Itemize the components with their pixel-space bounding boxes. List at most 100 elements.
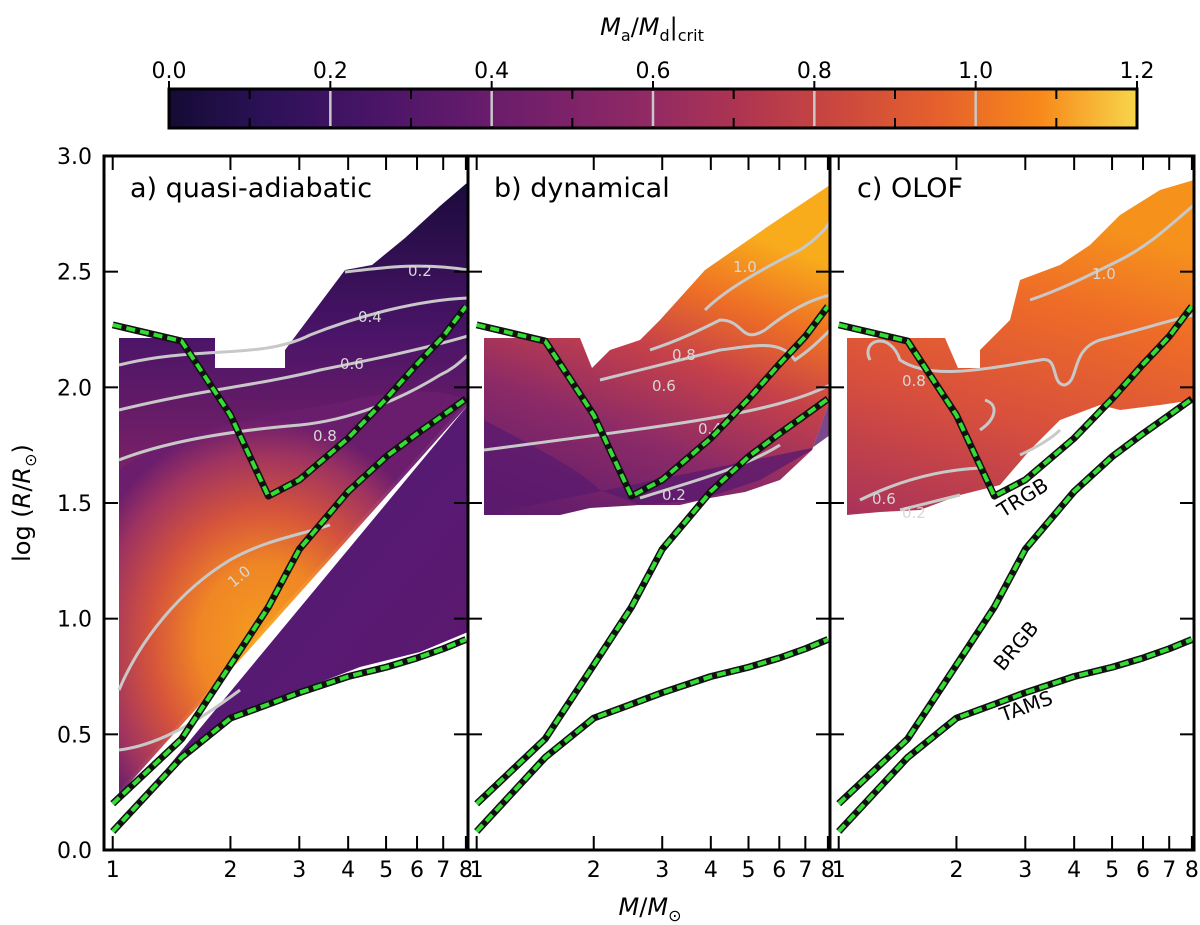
x-tick-label: 1 bbox=[832, 858, 846, 883]
x-tick-label: 1 bbox=[470, 858, 484, 883]
panel-c-contour-1.0 bbox=[1029, 203, 1194, 302]
panel-a-contour-1.0b bbox=[118, 688, 241, 752]
x-tick-label: 6 bbox=[1136, 858, 1150, 883]
x-tick-label: 5 bbox=[742, 858, 756, 883]
panel-a-contour-label-0.2: 0.2 bbox=[408, 262, 432, 280]
boundary-lines bbox=[110, 304, 1195, 834]
panel-a-contour-0.8 bbox=[118, 353, 468, 462]
x-tick-label: 4 bbox=[341, 858, 355, 883]
panel-c-contour-label-0.6: 0.6 bbox=[872, 490, 896, 508]
panel-c-contours bbox=[859, 203, 1194, 512]
x-tick-label: 4 bbox=[704, 858, 718, 883]
panel-c-heatmap bbox=[847, 180, 1194, 515]
y-axis-label: log (R/R⊙) bbox=[8, 444, 40, 562]
panel-b-contour-label-1.0: 1.0 bbox=[733, 258, 757, 276]
x-tick-label: 6 bbox=[410, 858, 424, 883]
boundary-brgb bbox=[111, 397, 468, 806]
x-tick-label: 8 bbox=[459, 858, 473, 883]
panel-b-contours bbox=[483, 221, 830, 500]
colorbar: Ma/Md|crit 0.0 0.2 0.4 0.6 0.8 1.0 1.2 bbox=[152, 13, 1155, 130]
boundary-brgb bbox=[475, 397, 830, 806]
panel-b-title: b) dynamical bbox=[494, 173, 670, 204]
boundary-trgb bbox=[112, 305, 468, 499]
y-tick-label: 0.0 bbox=[57, 839, 92, 864]
colorbar-label: Ma/Md|crit bbox=[600, 13, 704, 45]
x-tick-label: 7 bbox=[798, 858, 812, 883]
panel-b-contour-0.2 bbox=[639, 443, 781, 500]
panel-b: 1.0 0.8 0.6 0.4 0.2 bbox=[483, 185, 830, 515]
panel-b-heatmap bbox=[484, 185, 830, 515]
y-tick-label: 2.0 bbox=[57, 376, 92, 401]
panel-a-contour-0.2 bbox=[344, 264, 468, 274]
panel-b-contour-label-0.2: 0.2 bbox=[662, 486, 686, 504]
panel-c-contour-0.8b bbox=[979, 398, 996, 432]
x-axis-label: M/M⊙ bbox=[619, 893, 682, 925]
x-tick-label: 2 bbox=[587, 858, 601, 883]
panel-b-contour-label-0.8: 0.8 bbox=[672, 346, 696, 364]
y-tick-label: 3.0 bbox=[57, 145, 92, 170]
boundary-tams bbox=[837, 637, 1193, 833]
panel-c-contour-label-0.8: 0.8 bbox=[902, 372, 926, 390]
y-tick-label: 1.0 bbox=[57, 608, 92, 633]
x-tick-label: 4 bbox=[1067, 858, 1081, 883]
panel-a-contour-label-0.6: 0.6 bbox=[340, 355, 364, 373]
panel-b-contour-0.6 bbox=[599, 328, 830, 382]
x-tick-label: 2 bbox=[223, 858, 237, 883]
colorbar-ticks: 0.0 0.2 0.4 0.6 0.8 1.0 1.2 bbox=[152, 59, 1155, 128]
panel-b-contour-0.4 bbox=[483, 383, 830, 452]
panel-c-contour-0.8 bbox=[866, 313, 1194, 387]
panel-a-contour-0.4 bbox=[118, 296, 468, 367]
panel-a-title: a) quasi-adiabatic bbox=[130, 173, 372, 204]
boundary-tams bbox=[475, 637, 829, 833]
brgb-label: BRGB bbox=[988, 616, 1043, 675]
colorbar-tick-label: 0.2 bbox=[313, 59, 348, 84]
x-tick-label: 1 bbox=[106, 858, 120, 883]
colorbar-tick-label: 0.6 bbox=[636, 59, 671, 84]
panel-a-heatmap-lower bbox=[119, 405, 468, 826]
panel-b-contour-0.8 bbox=[649, 293, 830, 352]
colorbar-tick-label: 0.0 bbox=[152, 59, 187, 84]
x-tick-label: 7 bbox=[1162, 858, 1176, 883]
panel-c-title: c) OLOF bbox=[857, 173, 963, 204]
x-tick-label: 3 bbox=[1018, 858, 1032, 883]
colorbar-tick-label: 1.0 bbox=[958, 59, 993, 84]
y-tick-label: 0.5 bbox=[57, 723, 92, 748]
x-tick-label: 2 bbox=[949, 858, 963, 883]
axis-ticks: 1 2 3 4 5 6 7 81 2 3 4 5 6 7 81 2 3 4 5 6 7 80.00.51.01.52.02… bbox=[57, 145, 1199, 883]
y-tick-label: 1.5 bbox=[57, 492, 92, 517]
colorbar-tick-label: 0.8 bbox=[797, 59, 832, 84]
x-tick-label: 8 bbox=[821, 858, 835, 883]
x-tick-label: 3 bbox=[655, 858, 669, 883]
panel-c-contour-label-1.0: 1.0 bbox=[1092, 265, 1116, 283]
panel-a-contour-label-0.8: 0.8 bbox=[313, 427, 337, 445]
panel-c: 1.0 0.8 0.6 0.2 bbox=[847, 180, 1194, 522]
x-tick-label: 6 bbox=[772, 858, 786, 883]
panel-a-contour-1.0 bbox=[117, 523, 331, 691]
x-tick-label: 7 bbox=[436, 858, 450, 883]
colorbar-tick-label: 0.4 bbox=[474, 59, 509, 84]
panel-c-contour-0.2b bbox=[1019, 428, 1062, 457]
colorbar-tick-label: 1.2 bbox=[1120, 59, 1155, 84]
panel-a-heatmap-hot bbox=[119, 391, 468, 795]
x-tick-label: 8 bbox=[1185, 858, 1199, 883]
panel-a-contour-label-0.4: 0.4 bbox=[358, 308, 382, 326]
panel-a: 0.2 0.4 0.6 0.8 1.0 bbox=[117, 182, 468, 826]
panel-a-contour-0.6 bbox=[118, 334, 468, 412]
boundary-tams-edge bbox=[836, 636, 1194, 834]
boundary-tams-edge bbox=[474, 636, 830, 834]
panel-a-contours bbox=[117, 264, 468, 752]
y-tick-label: 2.5 bbox=[57, 261, 92, 286]
x-tick-label: 3 bbox=[292, 858, 306, 883]
boundary-brgb bbox=[837, 397, 1194, 806]
panel-b-heatmap-dark bbox=[484, 400, 830, 515]
x-tick-label: 5 bbox=[379, 858, 393, 883]
boundary-trgb bbox=[838, 305, 1194, 499]
panel-c-contour-0.2 bbox=[899, 493, 961, 512]
boundary-tams bbox=[111, 637, 467, 833]
panel-c-contour-0.6 bbox=[859, 466, 981, 502]
x-tick-label: 5 bbox=[1105, 858, 1119, 883]
panel-b-contour-label-0.6: 0.6 bbox=[652, 377, 676, 395]
panel-c-contour-label-0.2: 0.2 bbox=[902, 504, 926, 522]
boundary-trgb bbox=[476, 305, 830, 499]
